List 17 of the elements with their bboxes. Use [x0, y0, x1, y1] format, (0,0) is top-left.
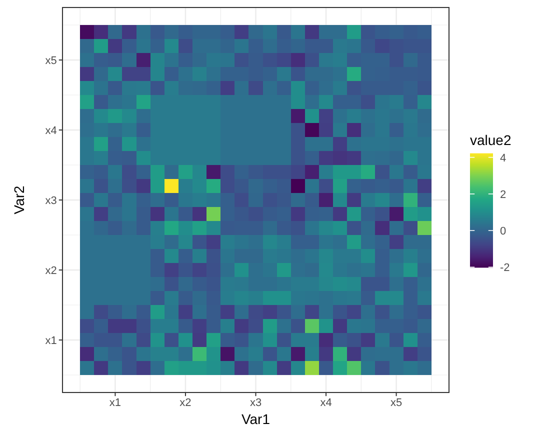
- color-bar-label: 0: [500, 226, 506, 238]
- y-tick-label: x5: [45, 54, 57, 67]
- y-tick-label: x1: [45, 334, 57, 347]
- x-tick-label: x1: [109, 396, 122, 409]
- x-tick-label: x5: [390, 396, 402, 409]
- color-bar-title: value2: [470, 132, 512, 148]
- y-tick-label: x4: [45, 124, 57, 137]
- x-tick-label: x4: [320, 396, 332, 409]
- color-bar-label: 4: [500, 152, 506, 164]
- y-axis-title: Var2: [11, 186, 27, 214]
- x-tick-label: x3: [250, 396, 262, 409]
- y-tick-label: x2: [45, 264, 57, 277]
- x-tick-label: x2: [180, 396, 192, 409]
- color-bar-label: -2: [500, 262, 510, 274]
- y-tick-label: x3: [45, 194, 57, 207]
- color-bar-label: 2: [500, 188, 506, 201]
- x-axis-title: Var1: [241, 411, 270, 427]
